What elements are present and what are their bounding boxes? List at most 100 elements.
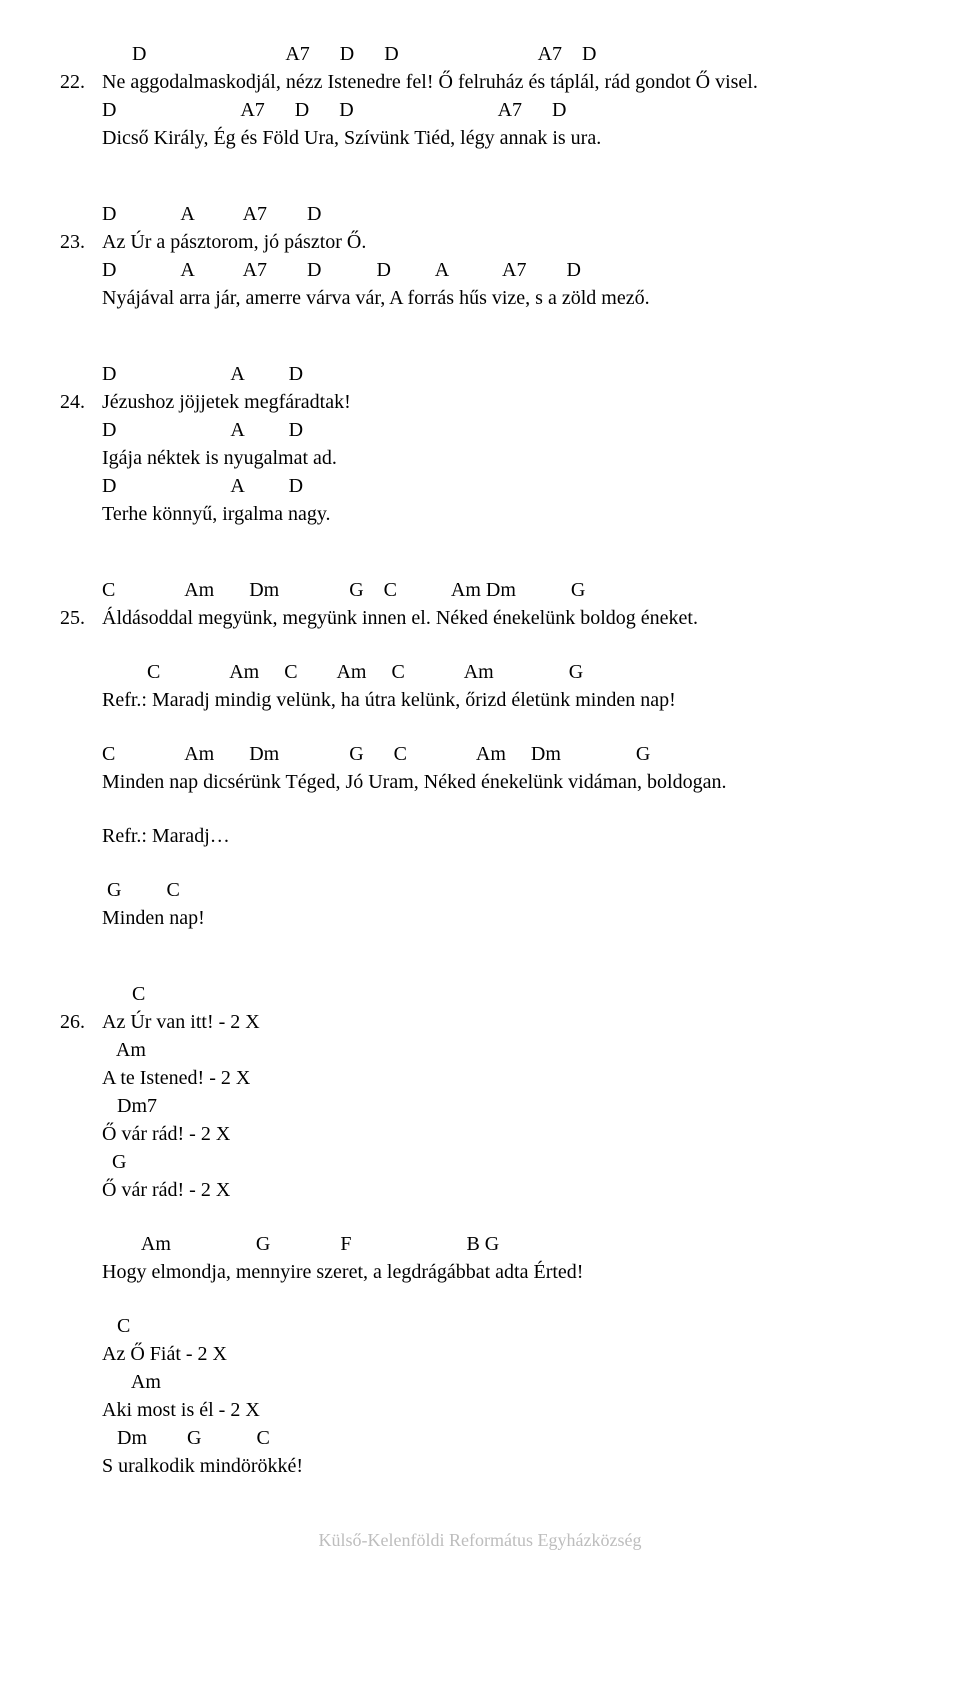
song-line: D A7 D D A7 D <box>60 96 900 124</box>
song-line: C Am C Am C Am G <box>60 658 900 686</box>
chord-line: D A D <box>102 360 900 388</box>
chord-line: D A7 D D A7 D <box>102 96 900 124</box>
song-line: D A D <box>60 472 900 500</box>
song-line: Hogy elmondja, mennyire szeret, a legdrá… <box>60 1258 900 1286</box>
chord-line: C Am Dm G C Am Dm G <box>102 740 900 768</box>
song-block: C Am C Am C Am GRefr.: Maradj mindig vel… <box>60 658 900 714</box>
chord-line: Am <box>102 1368 900 1396</box>
page-content: D A7 D D A7 D22.Ne aggodalmaskodjál, néz… <box>60 40 900 1480</box>
song-line: D A A7 D <box>60 200 900 228</box>
lyric-line: Ő vár rád! - 2 X <box>102 1120 900 1148</box>
song-line: Az Ő Fiát - 2 X <box>60 1340 900 1368</box>
song-block: D A D24.Jézushoz jöjjetek megfáradtak!D … <box>60 360 900 528</box>
song-line: S uralkodik mindörökké! <box>60 1452 900 1480</box>
chord-line: C <box>102 980 900 1008</box>
song-line: 24.Jézushoz jöjjetek megfáradtak! <box>60 388 900 416</box>
song-line: 26.Az Úr van itt! - 2 X <box>60 1008 900 1036</box>
song-block: Am G F B GHogy elmondja, mennyire szeret… <box>60 1230 900 1286</box>
lyric-line: Ő vár rád! - 2 X <box>102 1176 900 1204</box>
lyric-line: Refr.: Maradj mindig velünk, ha útra kel… <box>102 686 900 714</box>
song-line: Dicső Király, Ég és Föld Ura, Szívünk Ti… <box>60 124 900 152</box>
song-line: Am G F B G <box>60 1230 900 1258</box>
song-number: 25. <box>60 604 102 632</box>
lyric-line: Terhe könnyű, irgalma nagy. <box>102 500 900 528</box>
song: D A A7 D23.Az Úr a pásztorom, jó pásztor… <box>60 200 900 312</box>
chord-line: D A A7 D <box>102 200 900 228</box>
song-block: C Am Dm G C Am Dm G25.Áldásoddal megyünk… <box>60 576 900 632</box>
song-block: G CMinden nap! <box>60 876 900 932</box>
song-number: 24. <box>60 388 102 416</box>
chord-line: Am G F B G <box>102 1230 900 1258</box>
song-line: 22.Ne aggodalmaskodjál, nézz Istenedre f… <box>60 68 900 96</box>
chord-line: D A A7 D D A A7 D <box>102 256 900 284</box>
page-footer: Külső-Kelenföldi Református Egyházközség <box>60 1528 900 1553</box>
lyric-line: Jézushoz jöjjetek megfáradtak! <box>102 388 900 416</box>
lyric-line: Igája néktek is nyugalmat ad. <box>102 444 900 472</box>
song-line: Ő vár rád! - 2 X <box>60 1120 900 1148</box>
song-line: 23.Az Úr a pásztorom, jó pásztor Ő. <box>60 228 900 256</box>
song-line: Nyájával arra jár, amerre várva vár, A f… <box>60 284 900 312</box>
song-line: D A7 D D A7 D <box>60 40 900 68</box>
song-block: D A A7 D23.Az Úr a pásztorom, jó pásztor… <box>60 200 900 312</box>
song-line: D A D <box>60 416 900 444</box>
song-line: Ő vár rád! - 2 X <box>60 1176 900 1204</box>
song-line: Refr.: Maradj mindig velünk, ha útra kel… <box>60 686 900 714</box>
chord-line: Dm7 <box>102 1092 900 1120</box>
song: C26.Az Úr van itt! - 2 X AmA te Istened!… <box>60 980 900 1480</box>
lyric-line: A te Istened! - 2 X <box>102 1064 900 1092</box>
song-line: C Am Dm G C Am Dm G <box>60 576 900 604</box>
song-line: 25.Áldásoddal megyünk, megyünk innen el.… <box>60 604 900 632</box>
chord-line: D A D <box>102 472 900 500</box>
song: C Am Dm G C Am Dm G25.Áldásoddal megyünk… <box>60 576 900 932</box>
song-line: A te Istened! - 2 X <box>60 1064 900 1092</box>
lyric-line: Aki most is él - 2 X <box>102 1396 900 1424</box>
lyric-line: Ne aggodalmaskodjál, nézz Istenedre fel!… <box>102 68 900 96</box>
lyric-line: Az Úr van itt! - 2 X <box>102 1008 900 1036</box>
lyric-line: Az Ő Fiát - 2 X <box>102 1340 900 1368</box>
chord-line: C <box>102 1312 900 1340</box>
song-line: C <box>60 980 900 1008</box>
song-number: 26. <box>60 1008 102 1036</box>
lyric-line: Hogy elmondja, mennyire szeret, a legdrá… <box>102 1258 900 1286</box>
song-line: Minden nap dicsérünk Téged, Jó Uram, Nék… <box>60 768 900 796</box>
song-number: 23. <box>60 228 102 256</box>
chord-line: C Am C Am C Am G <box>102 658 900 686</box>
song-block: Refr.: Maradj… <box>60 822 900 850</box>
lyric-line: S uralkodik mindörökké! <box>102 1452 900 1480</box>
chord-line: D A7 D D A7 D <box>102 40 900 68</box>
song: D A7 D D A7 D22.Ne aggodalmaskodjál, néz… <box>60 40 900 152</box>
song-line: Minden nap! <box>60 904 900 932</box>
song-line: D A D <box>60 360 900 388</box>
song-line: G C <box>60 876 900 904</box>
song-line: Aki most is él - 2 X <box>60 1396 900 1424</box>
song-line: C Am Dm G C Am Dm G <box>60 740 900 768</box>
song: D A D24.Jézushoz jöjjetek megfáradtak!D … <box>60 360 900 528</box>
song-line: Refr.: Maradj… <box>60 822 900 850</box>
chord-line: Am <box>102 1036 900 1064</box>
song-line: Am <box>60 1036 900 1064</box>
song-line: Am <box>60 1368 900 1396</box>
lyric-line: Nyájával arra jár, amerre várva vár, A f… <box>102 284 900 312</box>
song-line: D A A7 D D A A7 D <box>60 256 900 284</box>
song-line: G <box>60 1148 900 1176</box>
song-number: 22. <box>60 68 102 96</box>
song-line: Terhe könnyű, irgalma nagy. <box>60 500 900 528</box>
lyric-line: Minden nap dicsérünk Téged, Jó Uram, Nék… <box>102 768 900 796</box>
chord-line: Dm G C <box>102 1424 900 1452</box>
lyric-line: Az Úr a pásztorom, jó pásztor Ő. <box>102 228 900 256</box>
song-line: Dm7 <box>60 1092 900 1120</box>
chord-line: G C <box>102 876 900 904</box>
lyric-line: Dicső Király, Ég és Föld Ura, Szívünk Ti… <box>102 124 900 152</box>
lyric-line: Áldásoddal megyünk, megyünk innen el. Né… <box>102 604 900 632</box>
lyric-line: Refr.: Maradj… <box>102 822 900 850</box>
song-block: D A7 D D A7 D22.Ne aggodalmaskodjál, néz… <box>60 40 900 152</box>
chord-line: G <box>102 1148 900 1176</box>
chord-line: D A D <box>102 416 900 444</box>
chord-line: C Am Dm G C Am Dm G <box>102 576 900 604</box>
song-line: Dm G C <box>60 1424 900 1452</box>
song-line: Igája néktek is nyugalmat ad. <box>60 444 900 472</box>
song-block: C26.Az Úr van itt! - 2 X AmA te Istened!… <box>60 980 900 1204</box>
song-line: C <box>60 1312 900 1340</box>
lyric-line: Minden nap! <box>102 904 900 932</box>
song-block: CAz Ő Fiát - 2 X AmAki most is él - 2 X … <box>60 1312 900 1480</box>
